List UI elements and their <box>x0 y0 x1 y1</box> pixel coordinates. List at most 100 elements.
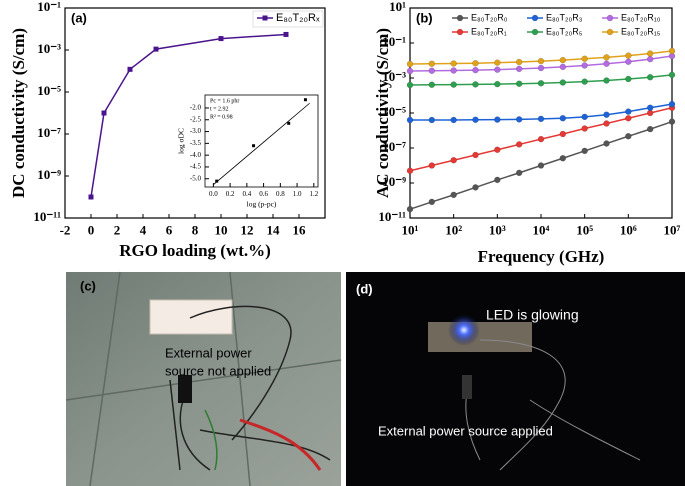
photo-d: (d) LED is glowing External power source… <box>346 272 685 486</box>
y-axis-title: log σDC <box>177 128 186 154</box>
legend-marker <box>456 28 464 36</box>
x-tick-label: 10⁵ <box>576 223 593 238</box>
multimeter-clip <box>178 375 192 403</box>
panel-label: (d) <box>356 281 373 296</box>
data-point <box>625 52 632 59</box>
data-point <box>472 59 479 67</box>
data-point <box>668 118 676 125</box>
y-tick-label: -2.5 <box>190 115 202 123</box>
data-point <box>515 169 523 177</box>
data-point <box>218 36 224 42</box>
data-point <box>494 59 501 66</box>
data-point <box>537 80 545 87</box>
data-point <box>472 66 479 74</box>
x-axis-title: log (p-pc) <box>247 200 277 209</box>
data-point <box>668 71 676 79</box>
data-point <box>603 77 610 84</box>
data-point <box>537 115 545 123</box>
photo-c: (c) External power source not applied <box>65 271 342 486</box>
fit-line <box>213 102 310 185</box>
data-point <box>559 130 567 138</box>
y-axis-title: DC conductivity (S/cm) <box>9 28 28 198</box>
series-line <box>90 33 287 198</box>
x-tick-label: 0.2 <box>226 190 235 198</box>
data-point <box>625 108 632 115</box>
data-point <box>646 125 654 133</box>
photo-background <box>346 272 685 486</box>
legend-label: E₈₀T₂₀R₅ <box>546 26 583 36</box>
legend-marker <box>606 14 614 22</box>
data-point <box>428 60 436 68</box>
y-tick-label: -4.0 <box>190 151 202 159</box>
data-point <box>428 116 436 124</box>
annotation: Pc = 1.6 phr <box>210 98 239 104</box>
data-point <box>646 55 654 63</box>
annotation: t = 2.92 <box>210 106 229 112</box>
y-tick-label: 10⁻⁹ <box>37 167 61 182</box>
y-tick-label: 10⁻¹ <box>382 34 406 49</box>
y-tick-label: 10⁻⁹ <box>382 174 406 189</box>
data-point <box>537 57 545 65</box>
data-point <box>646 50 654 57</box>
legend-label: E₈₀T₂₀R₁ <box>471 26 507 36</box>
data-point <box>603 54 610 61</box>
data-point <box>537 162 545 169</box>
y-tick-label: 10⁻¹ <box>37 0 61 14</box>
multimeter-clip <box>462 375 472 399</box>
x-tick-label: 0.0 <box>209 190 218 198</box>
legend-box <box>252 10 324 28</box>
y-tick-label: -2.0 <box>190 104 202 112</box>
data-point <box>428 162 436 169</box>
y-tick-label: 10⁻³ <box>382 69 406 84</box>
data-point <box>537 64 545 72</box>
x-tick-label: 16 <box>293 223 307 238</box>
y-axis-title: AC conductivity (S/cm) <box>373 28 392 198</box>
data-point <box>559 56 567 64</box>
y-tick-label: 10⁻¹¹ <box>378 209 406 224</box>
data-point <box>581 113 588 121</box>
x-tick-label: 10² <box>445 223 462 238</box>
x-axis-title: Frequency (GHz) <box>478 247 605 266</box>
x-tick-label: 0 <box>88 223 95 238</box>
legend-label: E₈₀T₂₀R₀ <box>471 12 508 22</box>
data-point <box>303 98 307 102</box>
data-point <box>450 156 457 164</box>
data-point <box>494 80 501 88</box>
x-tick-label: 10⁴ <box>533 223 550 238</box>
data-point <box>603 60 610 68</box>
data-point <box>406 60 414 68</box>
x-tick-label: 10⁶ <box>620 223 637 238</box>
x-tick-label: 8 <box>192 223 199 238</box>
data-point <box>406 81 414 89</box>
data-point <box>472 81 479 88</box>
data-point <box>515 141 523 148</box>
legend-marker <box>606 28 614 36</box>
data-point <box>287 121 291 125</box>
y-tick-label: -3.5 <box>190 139 202 147</box>
data-point <box>252 144 256 148</box>
data-point <box>515 65 523 73</box>
photo-caption: External power <box>165 345 252 360</box>
x-tick-label: 10 <box>215 223 228 238</box>
data-point <box>472 116 479 124</box>
data-point <box>494 176 501 184</box>
data-point <box>450 67 457 74</box>
wires <box>169 305 331 471</box>
data-point <box>603 111 610 118</box>
red-wire <box>239 418 322 471</box>
data-point <box>450 191 457 199</box>
panel-label: (b) <box>416 10 433 25</box>
photo-annotation: LED is glowing <box>486 307 579 323</box>
data-point <box>127 66 133 72</box>
photo-annotation: External power source applied <box>378 423 553 438</box>
y-tick-label: 10⁻³ <box>37 41 61 56</box>
data-point <box>559 79 567 86</box>
data-point <box>581 78 588 85</box>
photo-caption: source not applied <box>165 363 271 378</box>
data-point <box>559 63 567 71</box>
data-point <box>283 31 289 37</box>
data-point <box>406 167 414 175</box>
data-point <box>494 146 501 154</box>
y-tick-label: -3.0 <box>190 127 202 135</box>
